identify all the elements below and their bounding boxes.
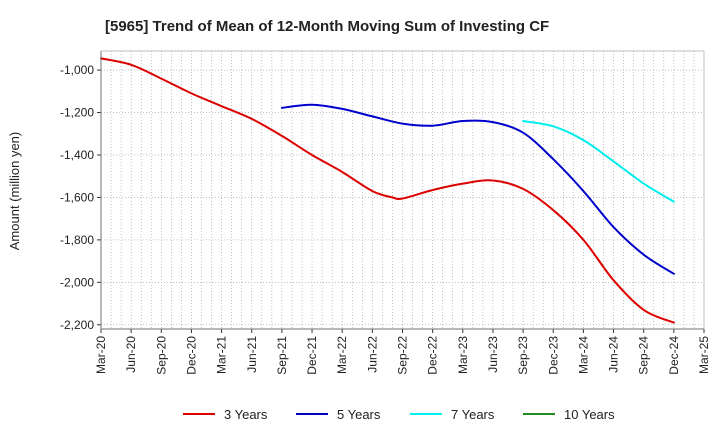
legend-label: 10 Years <box>564 407 615 422</box>
x-tick-label: Sep-22 <box>396 336 410 375</box>
y-tick-label: -1,600 <box>60 190 94 204</box>
x-tick-label: Dec-20 <box>184 336 198 375</box>
series-lines <box>100 57 675 324</box>
x-tick-label: Sep-21 <box>275 336 289 375</box>
series-line-3-years <box>100 57 675 324</box>
y-tick-label: -1,400 <box>60 148 94 162</box>
y-tick-label: -1,200 <box>60 106 94 120</box>
x-tick-label: Jun-21 <box>245 336 259 373</box>
x-tick-label: Dec-24 <box>667 336 681 375</box>
x-tick-label: Jun-24 <box>607 336 621 373</box>
legend: 3 Years 5 Years 7 Years 10 Years <box>183 407 615 422</box>
y-axis-ticks: -1,000 -1,200 -1,400 -1,600 -1,800 -2,000 -2,2… <box>60 63 101 332</box>
y-axis-label: Amount (million yen) <box>7 132 22 251</box>
x-tick-label: Dec-22 <box>426 336 440 375</box>
x-tick-label: Mar-25 <box>697 336 711 374</box>
x-tick-label: Mar-20 <box>94 336 108 374</box>
x-tick-label: Dec-21 <box>305 336 319 375</box>
x-tick-label: Mar-22 <box>335 336 349 374</box>
series-line-7-years <box>522 120 675 203</box>
legend-label: 5 Years <box>337 407 381 422</box>
series-line-5-years <box>280 103 675 275</box>
y-tick-label: -2,200 <box>60 318 94 332</box>
chart-title: [5965] Trend of Mean of 12-Month Moving … <box>105 18 549 35</box>
x-tick-label: Dec-23 <box>546 336 560 375</box>
x-tick-label: Sep-23 <box>516 336 530 375</box>
legend-label: 3 Years <box>224 407 268 422</box>
x-tick-label: Mar-21 <box>215 336 229 374</box>
y-tick-label: -2,000 <box>60 275 94 289</box>
plot-border <box>100 50 705 330</box>
x-tick-label: Sep-24 <box>637 336 651 375</box>
x-tick-label: Sep-20 <box>154 336 168 375</box>
x-axis-ticks: Mar-20 Jun-20 Sep-20 Dec-20 Mar-21 Jun-21 Sep-… <box>94 329 711 375</box>
x-tick-label: Jun-23 <box>486 336 500 373</box>
x-tick-label: Jun-22 <box>365 336 379 373</box>
x-tick-label: Jun-20 <box>124 336 138 373</box>
x-tick-label: Mar-24 <box>576 336 590 374</box>
x-tick-label: Mar-23 <box>456 336 470 374</box>
legend-label: 7 Years <box>451 407 495 422</box>
y-tick-label: -1,800 <box>60 233 94 247</box>
y-tick-label: -1,000 <box>60 63 94 77</box>
